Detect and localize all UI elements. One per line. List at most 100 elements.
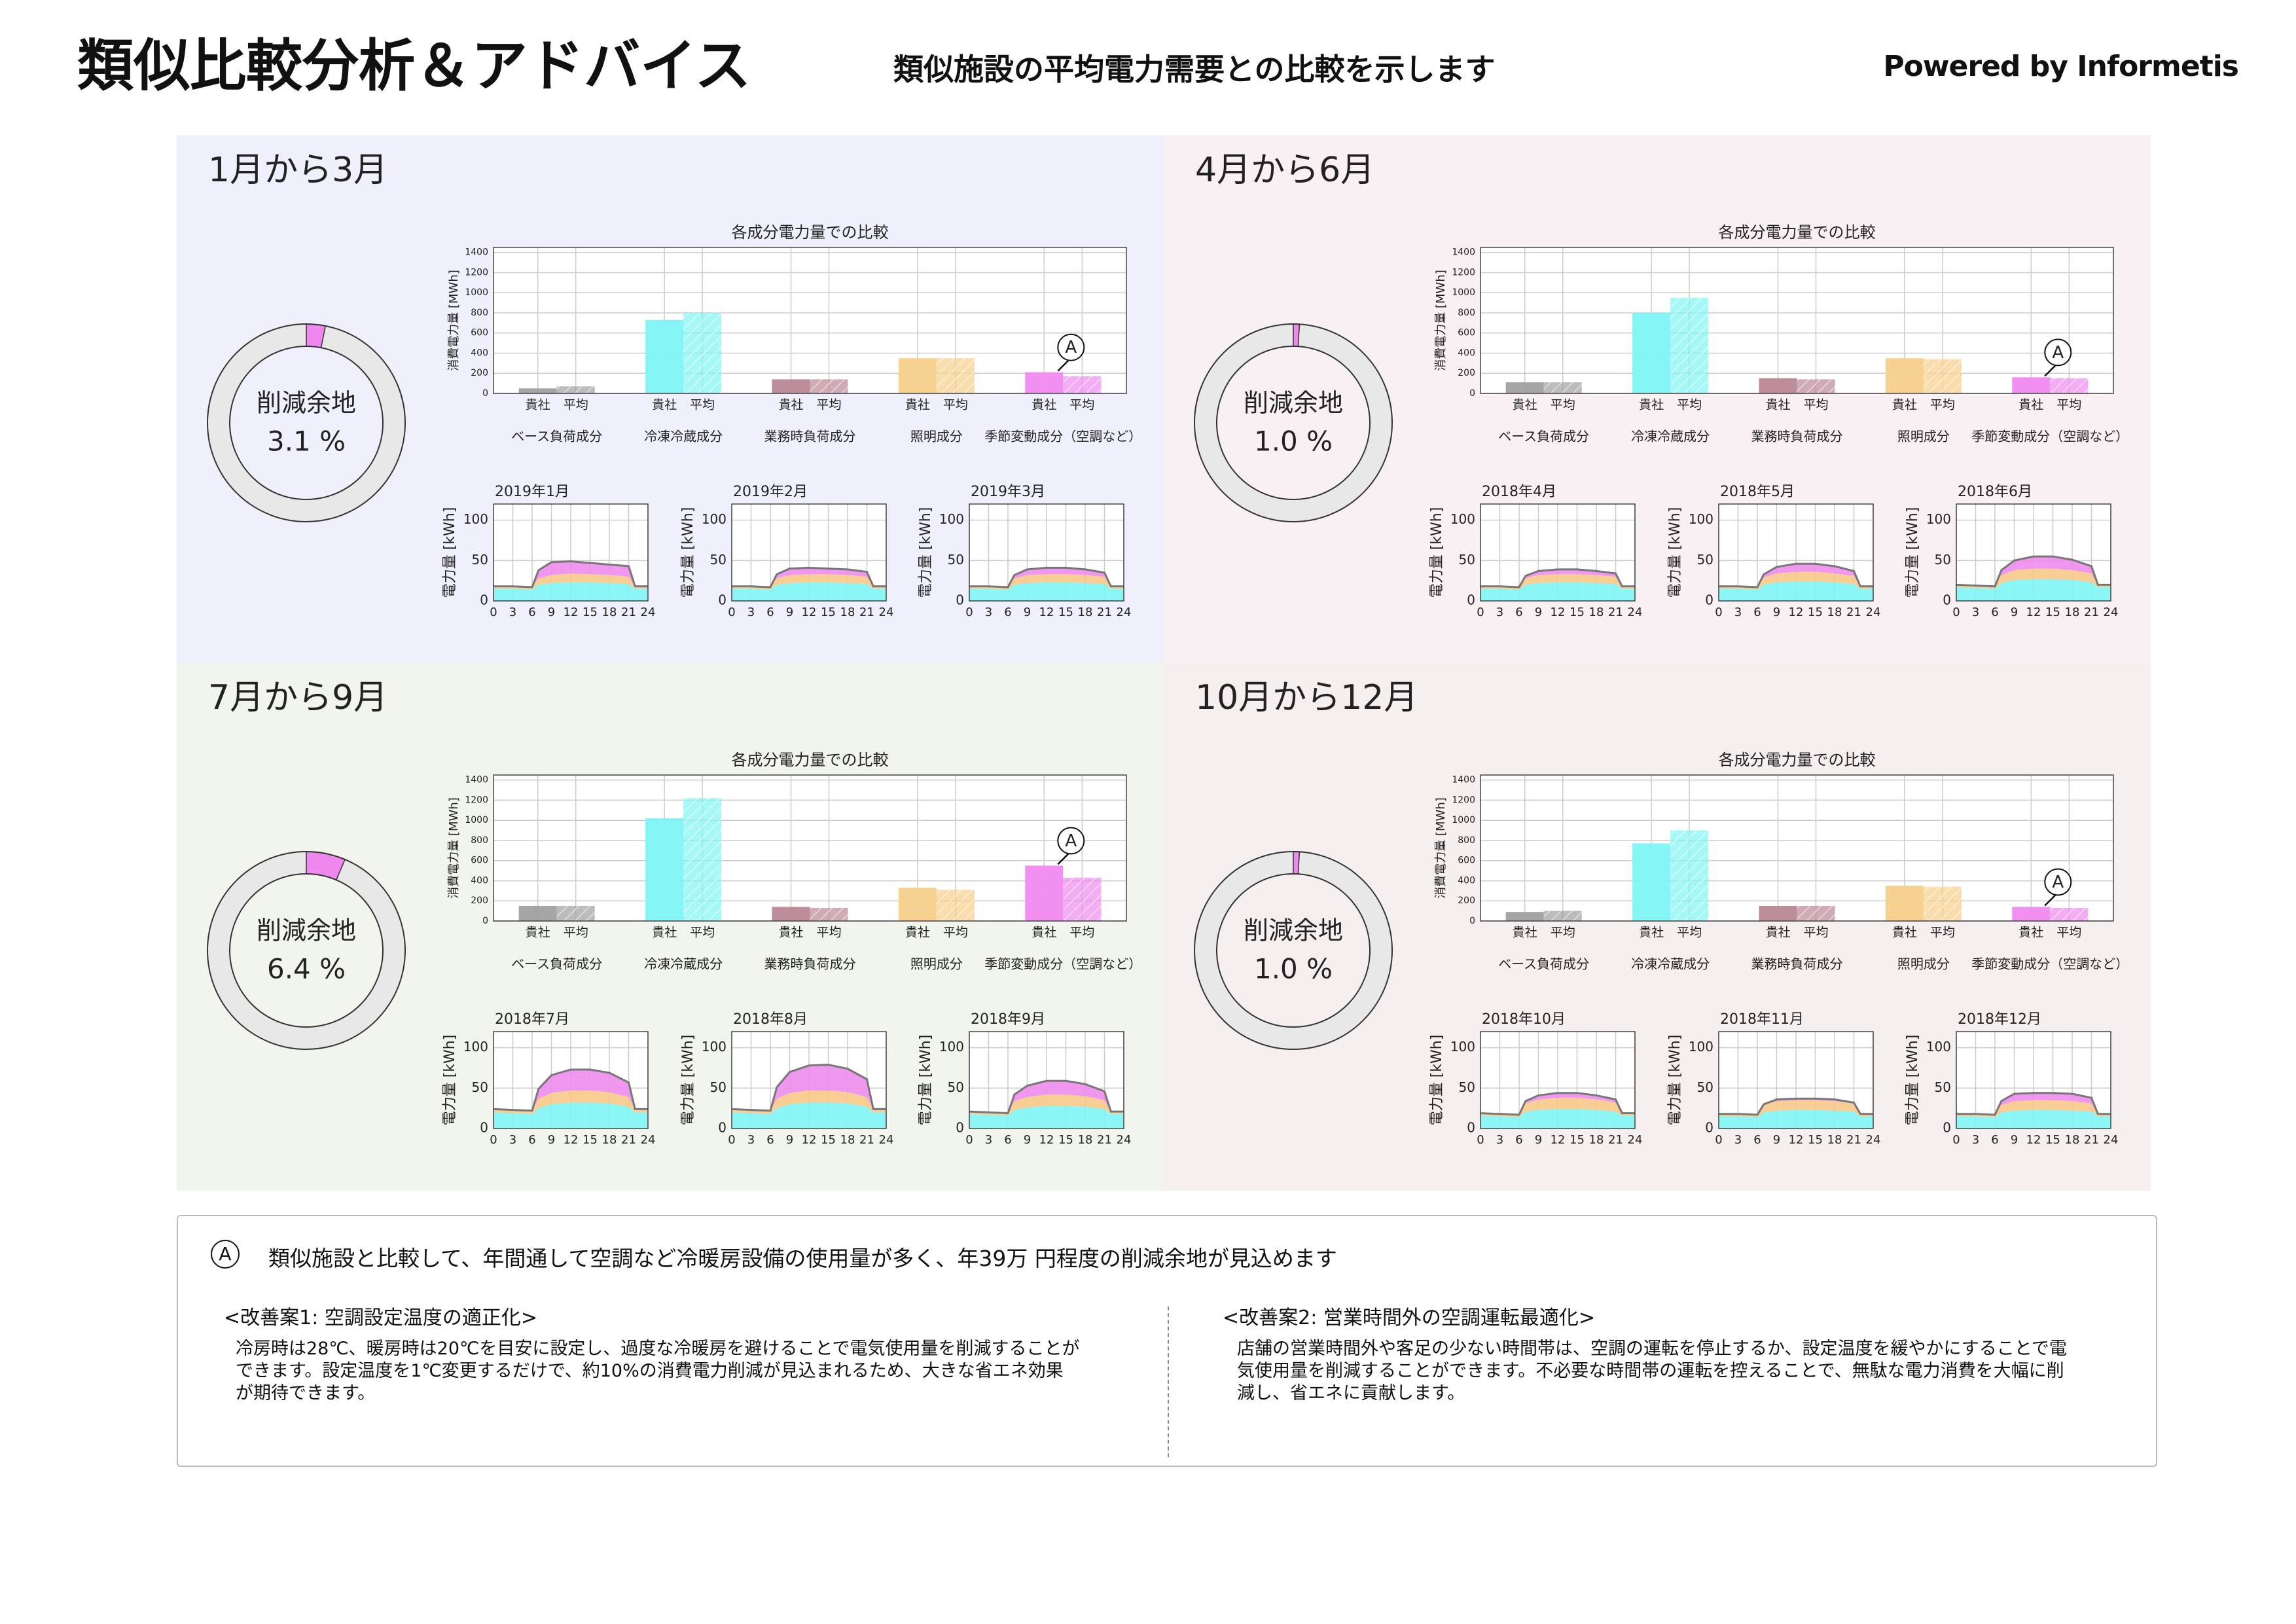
bar-hatch [1797,905,1835,921]
area [1480,582,1635,601]
donut-edge [207,323,406,522]
donut-edge [1194,323,1393,522]
plot-frame [1480,1031,1636,1129]
y-tick-label: 0 [480,1120,488,1136]
area [969,568,1124,588]
bar-hatch [1670,830,1709,921]
y-tick-label: 0 [482,388,488,399]
y-tick-label: 100 [1450,1039,1475,1055]
annotation-arrow [1057,853,1069,865]
bar-label: 貴社 [1765,926,1790,940]
x-tick-label: 3 [1734,1133,1742,1147]
x-tick-label: 6 [1991,1133,1998,1147]
donut-edge [1216,873,1371,1028]
donut-label: 削減余地 [1244,389,1343,418]
bar-hatch [936,358,975,393]
plot-frame [1480,774,2114,922]
bar-hatch [1063,877,1102,921]
area [1480,1109,1635,1128]
x-tick-label: 18 [1078,605,1093,619]
area-outline [1956,1092,2111,1116]
y-axis-label: 電力量 [kWh] [1429,507,1445,598]
y-tick-label: 0 [956,1120,964,1136]
x-tick-label: 18 [2065,1133,2080,1147]
x-tick-label: 12 [1551,605,1566,619]
y-tick-label: 0 [956,592,964,608]
plot-frame [493,503,649,602]
x-tick-label: 21 [621,1133,636,1147]
bar-label: 貴社 [905,926,930,940]
chart-title: 各成分電力量での比較 [732,751,889,769]
x-tick-label: 21 [2084,1133,2099,1147]
area [1956,568,2111,589]
x-tick-label: ベース負荷成分 [1498,956,1589,972]
x-tick-label: 9 [1773,605,1780,619]
donut-label: 削減余地 [257,916,356,945]
x-tick-label: 季節変動成分（空調など） [1971,429,2128,444]
x-tick-label: 12 [1039,605,1054,619]
chart-title: 2018年11月 [1720,1011,1804,1028]
x-tick-label: 21 [1608,1133,1623,1147]
area-outline [969,1079,1124,1115]
y-tick-label: 100 [463,511,488,527]
y-tick-label: 100 [1689,511,1713,527]
x-tick-label: 24 [2104,605,2119,619]
x-tick-label: 12 [1551,1133,1566,1147]
bar [1505,382,1544,393]
area-outline [493,1068,648,1112]
chart-title: 2018年7月 [495,1011,569,1028]
area [1719,571,1873,590]
area-outline [1956,555,2111,588]
bar-hatch [683,312,722,393]
quarter-label: 10月から12月 [1195,678,1418,717]
area-outline [732,566,886,588]
bar [1759,905,1797,921]
x-tick-label: 6 [1991,605,1998,619]
area-outline [1480,568,1635,588]
donut-value: 3.1 % [267,425,346,458]
y-tick-label: 1000 [465,815,488,825]
y-axis-label: 電力量 [kWh] [1429,1035,1445,1126]
y-tick-label: 100 [939,1039,964,1055]
plot-frame [493,247,1127,394]
bar-label: 平均 [690,926,715,940]
x-tick-label: 18 [1078,1133,1093,1147]
x-tick-label: 0 [490,1133,497,1147]
area [732,582,886,601]
plot-frame [1480,503,1636,602]
y-tick-label: 100 [463,1039,488,1055]
bar [1885,358,1924,393]
y-tick-label: 50 [1459,1079,1475,1095]
area [1719,1110,1873,1128]
bar-label: 貴社 [1031,398,1056,412]
bar-label: 貴社 [1892,398,1917,412]
area [493,1091,648,1114]
x-tick-label: 季節変動成分（空調など） [1971,956,2128,972]
bar-hatch [1923,359,1962,393]
y-tick-label: 100 [702,511,726,527]
x-tick-label: 6 [766,605,774,619]
y-tick-label: 1400 [1452,247,1475,258]
area [1719,1100,1873,1117]
x-tick-label: ベース負荷成分 [511,956,602,972]
x-tick-label: 冷凍冷蔵成分 [1631,956,1710,972]
x-tick-label: 12 [1039,1133,1054,1147]
bar-label: 貴社 [652,398,677,412]
x-tick-label: 6 [1753,1133,1761,1147]
x-tick-label: 18 [602,1133,617,1147]
y-tick-label: 0 [1943,1120,1951,1136]
annotation: A [1065,831,1077,851]
x-tick-label: 9 [548,605,555,619]
bar-label: 貴社 [1639,398,1664,412]
chart-title: 2019年2月 [733,484,808,500]
x-tick-label: 0 [1715,1133,1722,1147]
y-axis-label: 消費電力量 [MWh] [1434,797,1448,899]
area [969,1106,1124,1128]
x-tick-label: 24 [1117,605,1132,619]
x-tick-label: 12 [564,605,579,619]
chart-title: 2019年3月 [971,484,1045,500]
y-tick-label: 50 [472,552,488,568]
x-tick-label: 0 [1952,1133,1960,1147]
